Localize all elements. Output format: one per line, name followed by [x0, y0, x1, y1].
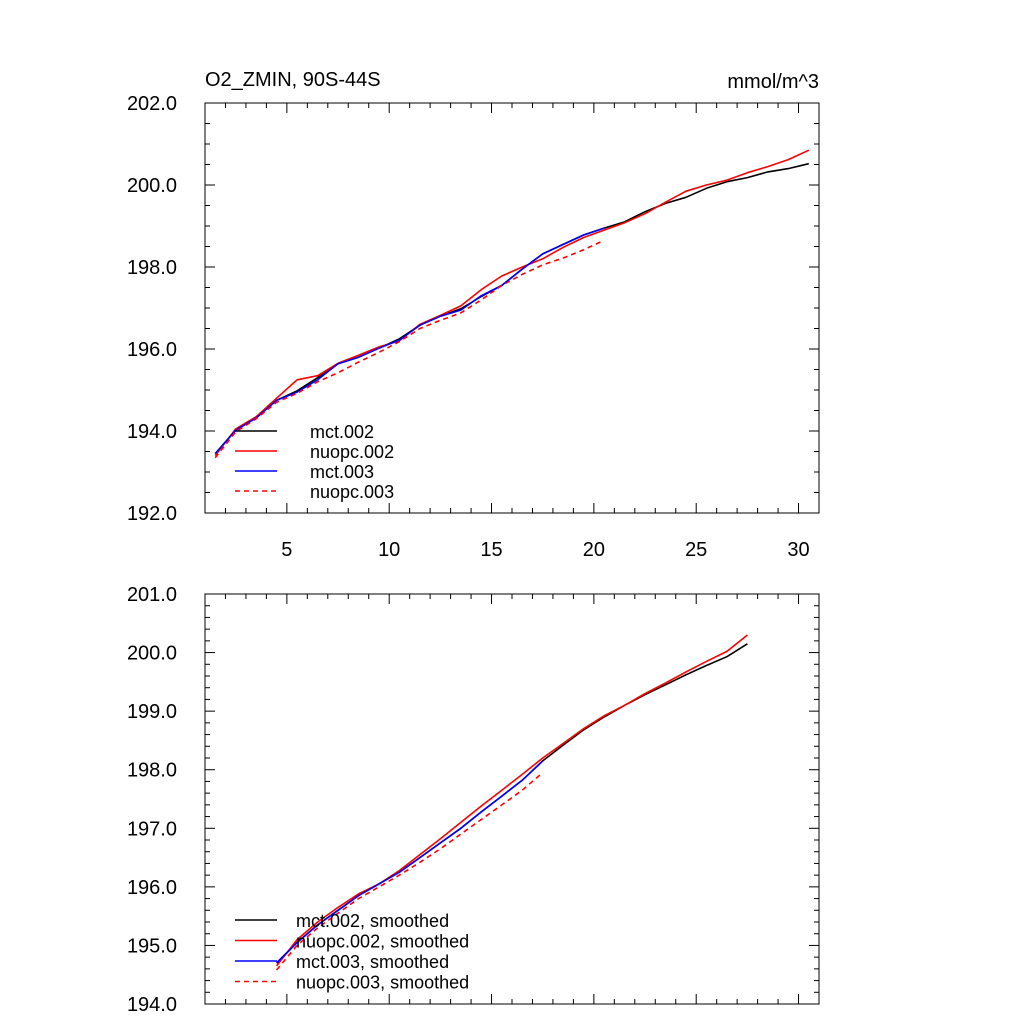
series-line-3 [276, 760, 544, 964]
y-tick-label: 200.0 [127, 643, 177, 665]
x-tick-label: 30 [787, 539, 809, 561]
legend-label: mct.003 [310, 462, 374, 482]
y-tick-label: 196.0 [127, 877, 177, 899]
series-line-2 [275, 634, 748, 967]
legend-label: nuopc.002 [310, 442, 394, 462]
legend-label: mct.002, smoothed [296, 911, 449, 931]
x-tick-label: 10 [378, 539, 400, 561]
y-tick-label: 198.0 [127, 760, 177, 782]
series-line-4 [275, 771, 544, 971]
y-tick-label: 197.0 [127, 818, 177, 840]
top-panel: 5 10 15 20 25 30 192.0 194.0 196.0 198.0 200.0 202.… [127, 93, 820, 561]
series-line-4 [214, 239, 605, 459]
series-line-3 [214, 227, 605, 455]
y-tick-label: 199.0 [127, 701, 177, 723]
x-tick-label: 15 [480, 539, 502, 561]
x-tick-label: 20 [583, 539, 605, 561]
x-tick-label: 25 [685, 539, 707, 561]
legend-label: nuopc.003, smoothed [296, 973, 469, 993]
legend-label: mct.003, smoothed [296, 952, 449, 972]
y-tick-label: 192.0 [127, 503, 177, 525]
plot-frame [204, 102, 820, 514]
bottom-panel: 194.0 195.0 196.0 197.0 198.0 199.0 200.0 201.0… [127, 584, 820, 1016]
legend-label: nuopc.002, smoothed [296, 932, 469, 952]
series-line-1 [214, 162, 809, 455]
y-tick-label: 196.0 [127, 339, 177, 361]
chart-units: mmol/m^3 [727, 71, 819, 93]
y-tick-label: 194.0 [127, 421, 177, 443]
x-tick-label: 5 [281, 539, 292, 561]
y-tick-label: 201.0 [127, 584, 177, 606]
chart-title: O2_ZMIN, 90S-44S [205, 69, 381, 91]
legend-label: mct.002 [310, 422, 374, 442]
y-tick-label: 202.0 [127, 93, 177, 115]
y-tick-label: 198.0 [127, 257, 177, 279]
series-line-2 [214, 149, 810, 457]
legend-label: nuopc.003 [310, 482, 394, 502]
y-tick-label: 195.0 [127, 935, 177, 957]
y-tick-label: 200.0 [127, 175, 177, 197]
y-tick-label: 194.0 [127, 994, 177, 1016]
